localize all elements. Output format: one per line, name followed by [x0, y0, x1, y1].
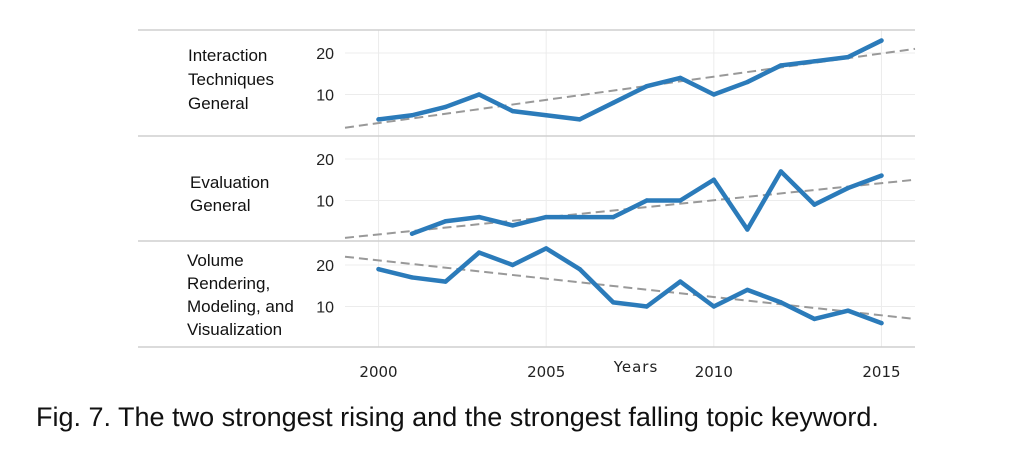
data-point — [812, 316, 817, 322]
data-point — [409, 231, 415, 236]
data-point — [778, 300, 784, 305]
data-point — [543, 113, 549, 118]
data-point — [543, 214, 549, 220]
y-tick-label: 10 — [316, 194, 334, 211]
data-point — [879, 320, 884, 326]
data-point — [845, 185, 851, 191]
data-point — [711, 92, 717, 97]
data-point — [644, 84, 649, 89]
data-point — [476, 92, 482, 97]
y-tick-label: 10 — [316, 88, 334, 105]
data-point — [443, 104, 448, 110]
data-point — [778, 169, 784, 174]
trend-line — [344, 255, 916, 320]
series-line — [376, 38, 884, 122]
data-point — [778, 63, 784, 68]
x-axis-label: Years — [613, 358, 659, 376]
data-point — [611, 214, 616, 220]
data-point — [510, 108, 515, 114]
y-tick-label: 20 — [316, 152, 334, 169]
data-point — [376, 117, 381, 122]
x-tick-label: 2015 — [862, 363, 900, 381]
data-point — [611, 300, 616, 305]
data-point — [577, 117, 582, 122]
figure-caption: Fig. 7. The two strongest rising and the… — [36, 402, 879, 432]
data-point — [711, 177, 717, 182]
data-point — [476, 214, 482, 220]
panel-label-line: Techniques — [188, 70, 274, 89]
data-point — [510, 262, 515, 268]
data-point — [812, 202, 817, 207]
panel-label-line: Visualization — [187, 320, 282, 339]
x-tick-label: 2005 — [527, 363, 565, 381]
data-point — [577, 214, 582, 220]
data-point — [745, 79, 750, 85]
data-point — [543, 246, 549, 251]
data-point — [611, 100, 616, 106]
chart-panels: 10 20 Interaction Techniques General 10 20 Eval… — [138, 29, 916, 348]
data-point — [376, 266, 381, 272]
data-point — [745, 227, 750, 232]
y-tick-label: 10 — [316, 300, 334, 317]
panel-label-line: Volume — [187, 251, 244, 270]
data-point — [812, 59, 817, 64]
data-point — [644, 198, 649, 203]
panel-2: 10 20 Evaluation General — [190, 152, 916, 239]
x-tick-label: 2000 — [359, 363, 397, 381]
data-point — [879, 173, 884, 178]
data-point — [476, 250, 482, 255]
data-point — [678, 198, 683, 203]
panel-label-line: Modeling, and — [187, 297, 294, 316]
data-point — [745, 287, 750, 293]
panel-label-line: Rendering, — [187, 274, 270, 293]
data-point — [409, 275, 415, 280]
data-point — [577, 266, 582, 272]
panel-1: 10 20 Interaction Techniques General — [188, 38, 916, 129]
data-point — [644, 304, 649, 309]
x-tick-label: 2010 — [695, 363, 733, 381]
data-point — [510, 223, 515, 228]
data-point — [678, 75, 683, 81]
data-point — [678, 279, 683, 284]
y-tick-label: 20 — [316, 258, 334, 275]
topic-trend-chart: 10 20 Interaction Techniques General 10 20 Eval… — [138, 29, 916, 381]
data-point — [879, 38, 884, 43]
data-point — [409, 113, 415, 118]
data-point — [443, 219, 448, 224]
panel-label-line: Evaluation — [190, 173, 269, 192]
panel-label-line: Interaction — [188, 46, 267, 65]
panel-label-line: General — [190, 196, 250, 215]
panel-3: 10 20 Volume Rendering, Modeling, and Visuali… — [187, 246, 916, 339]
series-line — [376, 246, 884, 326]
data-point — [443, 279, 448, 284]
data-point — [711, 304, 717, 309]
x-axis: 2000 2005 2010 2015 — [359, 363, 900, 381]
data-point — [845, 308, 851, 313]
data-point — [845, 54, 851, 60]
panel-label-line: General — [188, 94, 248, 113]
y-tick-label: 20 — [316, 46, 334, 63]
